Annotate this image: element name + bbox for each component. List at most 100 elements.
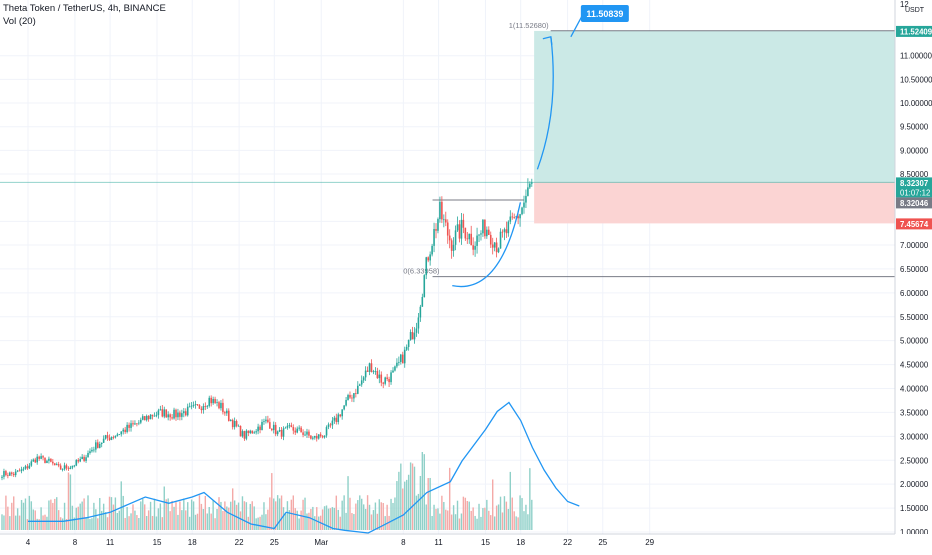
volume-bar: [290, 499, 293, 530]
candle: [456, 224, 459, 231]
candle: [319, 434, 322, 437]
volume-bar: [298, 518, 300, 530]
volume-bar: [220, 501, 222, 530]
volume-bar: [396, 481, 398, 530]
candle: [214, 398, 216, 403]
candle: [531, 182, 533, 184]
candle: [192, 405, 195, 406]
candle: [249, 430, 252, 433]
candle: [317, 434, 320, 439]
candle: [151, 414, 154, 417]
volume-bar: [99, 498, 101, 530]
volume-bar: [91, 518, 93, 530]
candle: [284, 427, 287, 429]
volume-bar: [52, 502, 54, 530]
volume-bar: [407, 474, 410, 530]
candle: [233, 421, 236, 428]
volume-bar: [392, 502, 394, 530]
candle: [85, 457, 87, 461]
candle: [439, 201, 441, 220]
volume-bar: [85, 518, 87, 530]
candle: [61, 469, 64, 471]
price-badge: [896, 177, 932, 198]
price-badge: [896, 218, 932, 230]
candle: [259, 426, 261, 430]
volume-bar: [306, 513, 308, 530]
candle: [30, 461, 33, 466]
candle: [296, 428, 299, 433]
volume-bar: [132, 504, 134, 530]
volume-bar: [464, 497, 467, 530]
candle: [347, 395, 349, 400]
volume-bar: [249, 503, 251, 530]
volume-bar: [325, 505, 328, 530]
candle: [378, 374, 381, 379]
candle: [52, 461, 54, 464]
volume-bar: [271, 473, 273, 530]
candle: [210, 397, 212, 404]
volume-bar: [106, 517, 109, 530]
candle: [407, 339, 410, 347]
price-axis-bg: [895, 0, 932, 550]
candle: [77, 459, 80, 462]
volume-bar: [398, 471, 400, 530]
candle: [145, 415, 148, 421]
candle: [16, 470, 19, 472]
volume-bar: [243, 501, 246, 530]
volume-bar: [59, 517, 62, 530]
candle: [364, 370, 367, 378]
volume-bar: [466, 500, 468, 530]
candle: [55, 464, 58, 466]
candle: [261, 421, 263, 430]
volume-bar: [40, 507, 42, 530]
candle: [315, 435, 318, 439]
volume-bar: [531, 499, 533, 530]
candle: [73, 465, 76, 467]
candle: [417, 317, 420, 329]
candle: [294, 430, 297, 433]
time-tick-label: 18: [188, 538, 197, 547]
volume-bar: [488, 510, 490, 530]
volume-bar: [523, 511, 525, 530]
candle: [200, 408, 203, 411]
volume-bar: [159, 503, 162, 530]
volume-bar: [231, 488, 234, 530]
candle: [448, 235, 451, 241]
candle: [226, 410, 228, 414]
candle: [63, 465, 66, 470]
candle: [22, 468, 25, 470]
volume-bar: [42, 515, 44, 530]
price-badge: [896, 25, 932, 37]
candle: [220, 402, 222, 409]
volume-bar: [282, 507, 285, 530]
volume-bar: [114, 497, 117, 530]
volume-bar: [370, 514, 373, 530]
volume-bar: [359, 495, 361, 530]
price-tick-label: 9.50000: [900, 123, 929, 132]
volume-bar: [280, 495, 283, 530]
volume-bar: [130, 513, 132, 530]
candle: [169, 414, 171, 418]
candle: [274, 424, 277, 435]
volume-bar: [284, 513, 287, 530]
candle: [184, 411, 187, 416]
volume-bar: [382, 502, 384, 530]
volume-bar: [470, 510, 472, 530]
volume-bar: [484, 507, 486, 530]
volume-bar: [353, 514, 355, 530]
candle: [474, 245, 476, 250]
candle: [304, 434, 306, 436]
volume-bar: [161, 517, 164, 530]
time-tick-label: 11: [106, 538, 115, 547]
candle: [386, 377, 388, 380]
candle: [126, 424, 128, 433]
volume-bar: [445, 509, 447, 530]
price-tick-label: 1.00000: [900, 528, 929, 537]
candle: [529, 183, 531, 188]
candle: [231, 419, 234, 428]
volume-bar: [18, 515, 21, 530]
candle: [179, 412, 181, 417]
volume-bar: [212, 500, 214, 530]
